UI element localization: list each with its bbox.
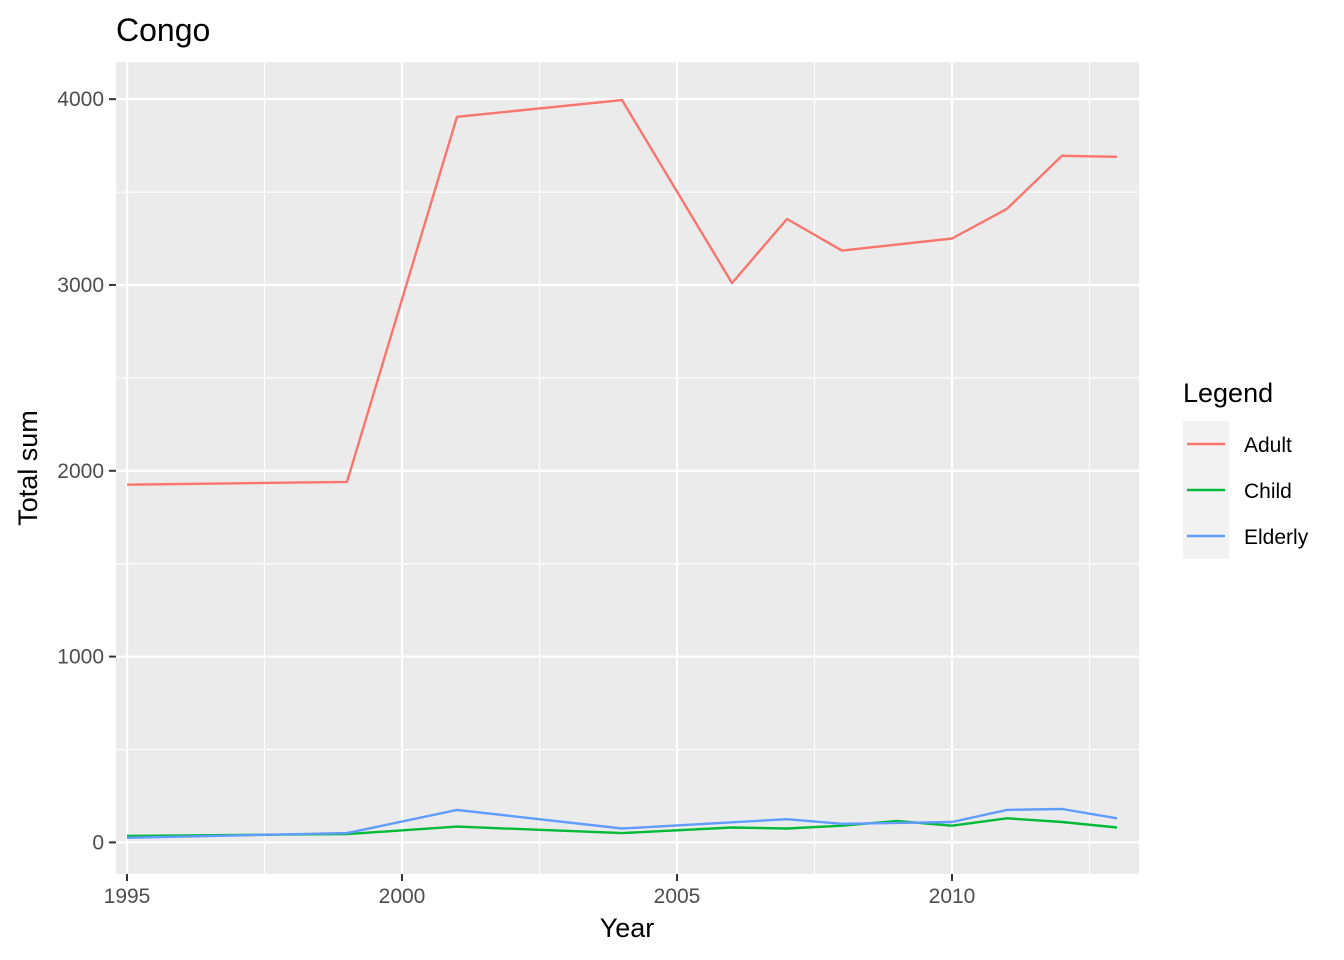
x-tick-label: 2000 xyxy=(379,885,426,908)
legend-title: Legend xyxy=(1183,378,1273,408)
plot-panel xyxy=(116,62,1139,874)
y-tick-label: 2000 xyxy=(57,460,104,483)
major-gridlines xyxy=(116,62,1139,874)
legend-label-elderly: Elderly xyxy=(1244,526,1309,549)
y-axis-title: Total sum xyxy=(13,410,43,526)
legend-items: Adult Child Elderly xyxy=(1183,421,1309,559)
x-axis-title: Year xyxy=(600,913,655,943)
legend-label-child: Child xyxy=(1244,480,1292,503)
y-axis: 0 1000 2000 3000 4000 xyxy=(57,88,116,854)
x-tick-label: 2005 xyxy=(654,885,701,908)
legend-label-adult: Adult xyxy=(1244,434,1292,457)
y-tick-label: 4000 xyxy=(57,88,104,111)
chart-title: Congo xyxy=(116,12,210,48)
y-tick-label: 3000 xyxy=(57,274,104,297)
series-lines xyxy=(126,98,1118,839)
series-line-elderly xyxy=(126,807,1118,839)
y-tick-label: 1000 xyxy=(57,646,104,669)
series-line-adult xyxy=(126,98,1118,486)
series-line-child xyxy=(126,817,1118,838)
x-tick-label: 2010 xyxy=(929,885,976,908)
y-tick-label: 0 xyxy=(92,831,104,854)
x-axis: 1995 2000 2005 2010 xyxy=(104,874,976,908)
legend: Legend Adult Child Elderly xyxy=(1183,378,1309,559)
x-tick-label: 1995 xyxy=(104,885,151,908)
minor-gridlines xyxy=(116,62,1139,874)
